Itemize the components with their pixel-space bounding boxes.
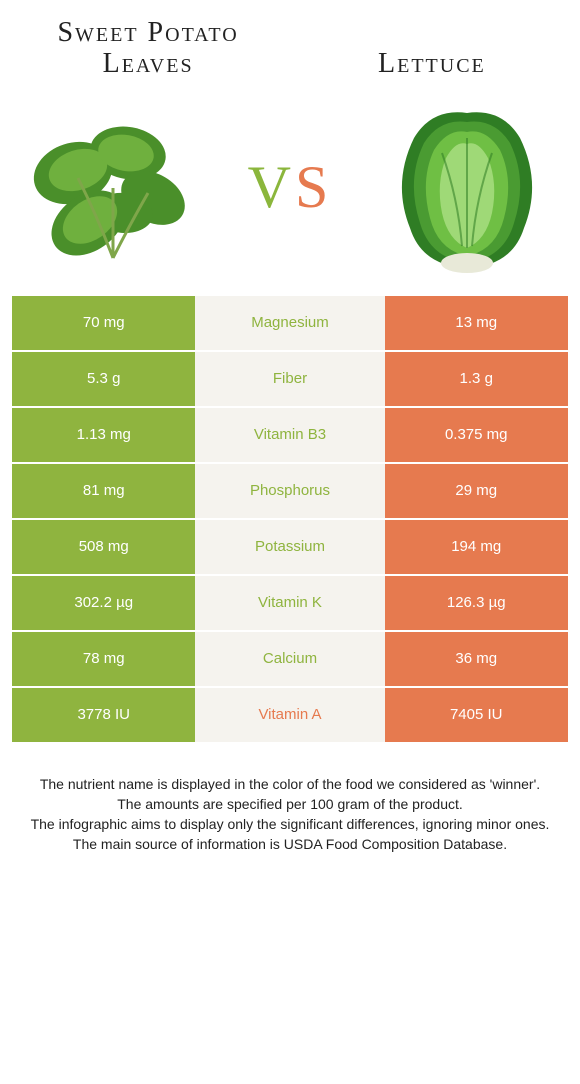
nutrient-label: Calcium [195, 632, 384, 686]
nutrient-label: Phosphorus [195, 464, 384, 518]
left-value: 5.3 g [12, 352, 195, 406]
left-value: 508 mg [12, 520, 195, 574]
nutrient-label: Vitamin B3 [195, 408, 384, 462]
right-value: 13 mg [385, 296, 568, 350]
images-row: VS [12, 88, 568, 296]
right-value: 194 mg [385, 520, 568, 574]
right-value: 36 mg [385, 632, 568, 686]
nutrient-label: Vitamin K [195, 576, 384, 630]
table-row: 81 mgPhosphorus29 mg [12, 464, 568, 520]
nutrient-label: Fiber [195, 352, 384, 406]
footer-line-1: The nutrient name is displayed in the co… [26, 774, 554, 794]
vs-v: V [248, 154, 295, 220]
comparison-table: 70 mgMagnesium13 mg5.3 gFiber1.3 g1.13 m… [12, 296, 568, 744]
left-value: 1.13 mg [12, 408, 195, 462]
vs-s: S [295, 154, 332, 220]
nutrient-label: Vitamin A [195, 688, 384, 742]
right-value: 126.3 µg [385, 576, 568, 630]
table-row: 5.3 gFiber1.3 g [12, 352, 568, 408]
left-value: 81 mg [12, 464, 195, 518]
left-value: 70 mg [12, 296, 195, 350]
table-row: 78 mgCalcium36 mg [12, 632, 568, 688]
nutrient-label: Potassium [195, 520, 384, 574]
right-food-image [372, 98, 562, 278]
infographic: Sweet Potato Leaves Lettuce [0, 0, 580, 1084]
left-value: 78 mg [12, 632, 195, 686]
vs-label: VS [248, 153, 333, 222]
nutrient-label: Magnesium [195, 296, 384, 350]
table-row: 70 mgMagnesium13 mg [12, 296, 568, 352]
table-row: 302.2 µgVitamin K126.3 µg [12, 576, 568, 632]
left-value: 302.2 µg [12, 576, 195, 630]
table-row: 3778 IUVitamin A7405 IU [12, 688, 568, 744]
footer-line-3: The infographic aims to display only the… [26, 814, 554, 834]
right-value: 1.3 g [385, 352, 568, 406]
footer-line-2: The amounts are specified per 100 gram o… [26, 794, 554, 814]
table-row: 1.13 mgVitamin B30.375 mg [12, 408, 568, 464]
right-value: 7405 IU [385, 688, 568, 742]
table-row: 508 mgPotassium194 mg [12, 520, 568, 576]
header: Sweet Potato Leaves Lettuce [12, 18, 568, 88]
right-value: 29 mg [385, 464, 568, 518]
left-title: Sweet Potato Leaves [32, 18, 264, 80]
left-value: 3778 IU [12, 688, 195, 742]
footer-line-4: The main source of information is USDA F… [26, 834, 554, 854]
right-value: 0.375 mg [385, 408, 568, 462]
right-title: Lettuce [316, 49, 548, 80]
footer-notes: The nutrient name is displayed in the co… [12, 744, 568, 855]
left-food-image [18, 98, 208, 278]
